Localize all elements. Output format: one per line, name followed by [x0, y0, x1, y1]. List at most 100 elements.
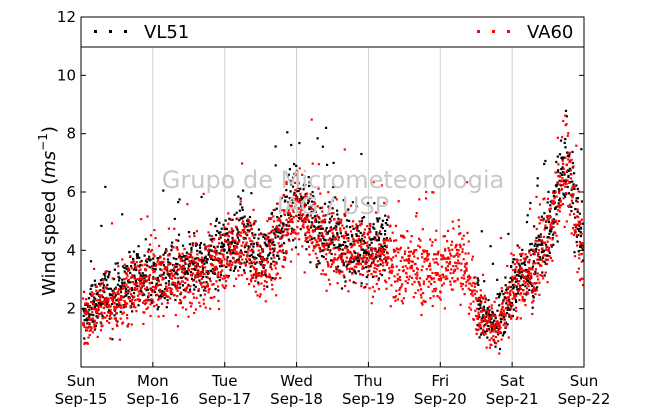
data-point-va60 — [456, 252, 459, 255]
data-point-vl51 — [113, 314, 116, 317]
data-point-va60 — [334, 258, 337, 261]
data-point-va60 — [195, 280, 198, 283]
data-point-va60 — [220, 252, 223, 256]
data-point-va60 — [349, 258, 352, 261]
data-point-va60 — [111, 299, 114, 302]
data-point-vl51 — [217, 289, 220, 292]
data-point-vl51 — [531, 306, 534, 309]
data-point-va60 — [136, 294, 140, 297]
data-point-vl51 — [323, 242, 326, 245]
data-point-va60 — [149, 314, 152, 317]
data-point-va60 — [254, 271, 257, 274]
data-point-va60 — [541, 240, 544, 243]
data-point-va60 — [570, 158, 573, 161]
data-point-va60 — [431, 290, 434, 293]
data-point-va60 — [91, 318, 95, 321]
data-point-vl51 — [117, 272, 120, 275]
data-point-vl51 — [203, 262, 206, 265]
data-point-va60 — [521, 295, 524, 298]
data-point-vl51 — [213, 245, 216, 248]
data-point-va60 — [472, 300, 475, 303]
data-point-vl51 — [286, 175, 289, 178]
data-point-va60 — [274, 267, 277, 270]
data-point-va60 — [336, 282, 339, 285]
data-point-va60 — [99, 300, 102, 303]
data-point-va60 — [367, 265, 370, 269]
data-point-va60 — [181, 265, 184, 268]
data-point-va60 — [197, 274, 201, 277]
data-point-va60 — [529, 278, 532, 281]
data-point-vl51 — [108, 273, 111, 276]
data-point-vl51 — [238, 219, 241, 222]
data-point-va60 — [425, 250, 429, 253]
data-point-va60 — [366, 244, 369, 247]
data-point-va60 — [176, 248, 179, 251]
data-point-vl51 — [556, 240, 559, 243]
data-point-vl51 — [274, 236, 277, 239]
data-point-va60 — [473, 292, 477, 296]
data-point-va60 — [476, 329, 479, 332]
data-point-va60 — [325, 253, 328, 256]
data-point-va60 — [239, 255, 242, 258]
data-point-va60 — [187, 315, 190, 318]
data-point-vl51 — [368, 227, 371, 230]
data-point-vl51 — [501, 334, 505, 337]
data-point-va60 — [456, 259, 460, 262]
data-point-va60 — [402, 297, 405, 300]
data-point-va60 — [380, 248, 384, 251]
data-point-va60 — [122, 311, 125, 314]
data-point-va60 — [166, 271, 169, 274]
x-tick-label-day: Thu — [353, 372, 382, 390]
data-point-vl51 — [266, 285, 269, 288]
data-point-va60 — [367, 231, 370, 234]
data-point-va60 — [212, 238, 215, 241]
data-point-va60 — [318, 227, 321, 230]
data-point-vl51 — [316, 137, 319, 140]
data-point-vl51 — [293, 191, 296, 194]
data-point-vl51 — [361, 217, 364, 220]
data-point-va60 — [311, 241, 314, 244]
data-point-va60 — [234, 252, 237, 256]
data-point-vl51 — [214, 288, 217, 291]
data-point-va60 — [573, 255, 577, 258]
data-point-va60 — [399, 246, 402, 249]
data-point-vl51 — [314, 218, 317, 221]
data-point-va60 — [546, 263, 549, 266]
data-point-va60 — [309, 234, 312, 237]
data-point-vl51 — [523, 260, 526, 264]
data-point-va60 — [141, 278, 144, 281]
data-point-vl51 — [156, 278, 159, 281]
data-point-va60 — [345, 268, 349, 271]
data-point-vl51 — [204, 255, 207, 258]
data-point-va60 — [203, 293, 206, 296]
data-point-va60 — [258, 261, 261, 264]
data-point-va60 — [576, 244, 579, 247]
data-point-vl51 — [294, 194, 298, 197]
data-point-va60 — [179, 265, 182, 268]
data-point-vl51 — [493, 319, 496, 322]
data-point-va60 — [279, 276, 282, 280]
data-point-vl51 — [536, 245, 539, 248]
data-point-va60 — [493, 340, 496, 343]
data-point-vl51 — [195, 243, 198, 246]
data-point-va60 — [432, 295, 435, 298]
data-point-va60 — [187, 256, 190, 259]
data-point-vl51 — [101, 295, 104, 299]
data-point-va60 — [253, 268, 256, 271]
data-point-vl51 — [306, 202, 310, 205]
data-point-va60 — [245, 241, 248, 244]
data-point-vl51 — [381, 219, 384, 222]
data-point-vl51 — [375, 256, 378, 259]
data-point-va60 — [369, 257, 372, 260]
data-point-va60 — [91, 301, 94, 304]
data-point-vl51 — [224, 219, 227, 222]
data-point-va60 — [143, 302, 147, 306]
data-point-vl51 — [185, 251, 188, 254]
data-point-va60 — [376, 234, 379, 237]
data-point-va60 — [92, 303, 96, 306]
data-point-va60 — [216, 251, 219, 254]
data-point-va60 — [501, 305, 504, 308]
data-point-vl51 — [249, 224, 252, 227]
data-point-vl51 — [561, 173, 564, 176]
data-point-va60 — [86, 302, 89, 305]
